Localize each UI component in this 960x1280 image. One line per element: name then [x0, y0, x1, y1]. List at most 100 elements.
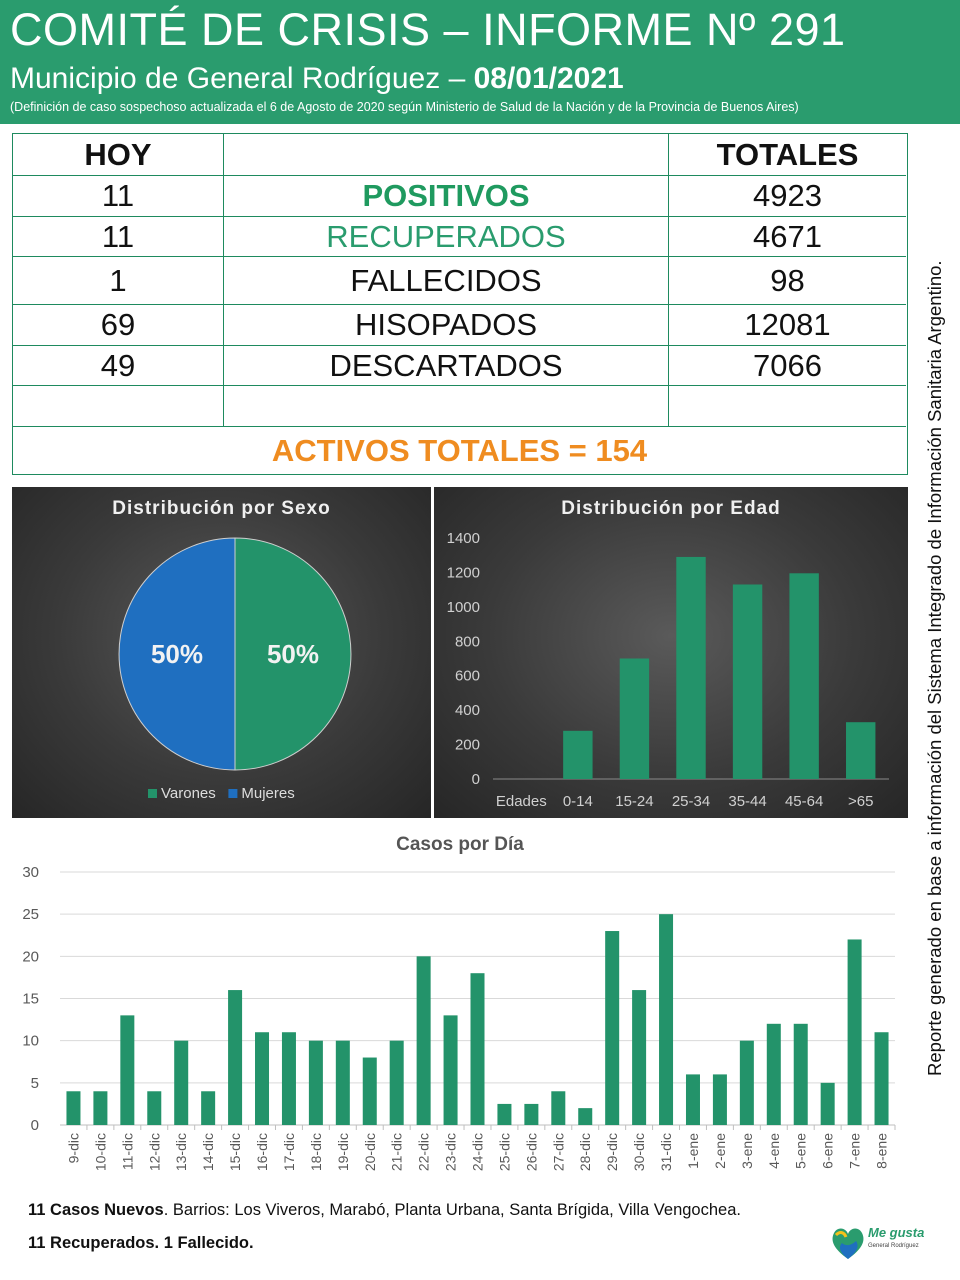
- pie-data-label: 50%: [151, 639, 203, 669]
- daily-bar: [524, 1103, 539, 1125]
- daily-bar: [874, 1032, 889, 1125]
- row-label: FALLECIDOS: [224, 257, 669, 304]
- total-value: 12081: [744, 307, 831, 342]
- x-tick-label: 9-dic: [65, 1133, 81, 1163]
- activos-totales: ACTIVOS TOTALES = 154: [271, 432, 648, 468]
- x-tick-label: 14-dic: [200, 1133, 216, 1171]
- x-tick-label: 15-24: [615, 793, 653, 810]
- daily-bar: [766, 1023, 781, 1125]
- hoy-value: 11: [13, 176, 224, 216]
- x-tick-label: 25-34: [672, 793, 710, 810]
- age-distribution-panel: Distribución por Edad 0 200 400 600 800 1000 1…: [434, 487, 908, 818]
- daily-bar: [147, 1091, 162, 1125]
- hoy-header: HOY: [13, 134, 224, 175]
- x-tick-label: 28-dic: [577, 1133, 593, 1171]
- age-chart-title: Distribución por Edad: [561, 498, 781, 519]
- sex-pie-chart: 50% 50% Varones Mujeres: [118, 537, 352, 802]
- row-label: RECUPERADOS: [224, 217, 669, 256]
- definition-note: (Definición de caso sospechoso actualiza…: [10, 100, 799, 114]
- x-tick-label: 26-dic: [523, 1133, 539, 1171]
- y-tick-label: 1000: [447, 599, 480, 616]
- hoy-value: 1: [13, 257, 224, 304]
- table-row: 69 HISOPADOS 12081: [13, 305, 906, 346]
- daily-bar: [632, 990, 647, 1125]
- pie-data-label: 50%: [267, 639, 319, 669]
- empty-cell: [13, 386, 224, 426]
- x-tick-label: 31-dic: [658, 1133, 674, 1171]
- x-tick-label: 45-64: [785, 793, 823, 810]
- daily-bar: [659, 914, 674, 1125]
- x-tick-label: 30-dic: [631, 1133, 647, 1171]
- x-tick-label: 8-ene: [874, 1133, 890, 1169]
- age-bar: [676, 556, 706, 779]
- x-tick-label: 7-ene: [847, 1133, 863, 1169]
- x-tick-label: 4-ene: [766, 1133, 782, 1169]
- daily-bar: [847, 939, 862, 1125]
- x-tick-label: 27-dic: [550, 1133, 566, 1171]
- x-tick-label: 18-dic: [308, 1133, 324, 1171]
- pie-slice-varones: [234, 537, 352, 771]
- y-tick-label: 800: [455, 633, 480, 650]
- daily-cases-chart: Casos por Día 0 5 10 15 20 25 30 9-dic 10-dic 11-d…: [22, 834, 896, 1171]
- daily-bar: [120, 1015, 135, 1125]
- y-tick-label: 400: [455, 702, 480, 719]
- hoy-value: 49: [13, 346, 224, 385]
- y-tick-label: 200: [455, 737, 480, 754]
- daily-bar: [255, 1032, 270, 1125]
- daily-bar: [820, 1082, 835, 1125]
- logo-sub: General Rodríguez: [868, 1243, 919, 1249]
- x-tick-label: 20-dic: [362, 1133, 378, 1171]
- daily-bar: [201, 1091, 216, 1125]
- daily-bar: [66, 1091, 81, 1125]
- x-tick-label: 0-14: [563, 793, 593, 810]
- sex-distribution-panel: Distribución por Sexo 50% 50% Varones Mujer…: [12, 487, 431, 818]
- recovered-deceased-summary: 11 Recuperados. 1 Fallecido.: [28, 1234, 254, 1252]
- x-tick-label: 35-44: [728, 793, 766, 810]
- daily-bar: [389, 1040, 404, 1125]
- x-tick-label: 5-ene: [793, 1133, 809, 1169]
- daily-bar: [443, 1015, 458, 1125]
- municipality-text: Municipio de General Rodríguez –: [10, 62, 474, 95]
- report-header: COMITÉ DE CRISIS – INFORME Nº 291 Munici…: [0, 0, 960, 124]
- y-tick-label: 15: [22, 991, 39, 1008]
- x-tick-label: 19-dic: [335, 1133, 351, 1171]
- age-bar-chart: 0 200 400 600 800 1000 1200 1400 Edades 0-14 15-24…: [447, 530, 889, 810]
- x-tick-label: 1-ene: [685, 1133, 701, 1169]
- hoy-value: 11: [13, 217, 224, 256]
- y-tick-label: 30: [22, 864, 39, 881]
- y-tick-label: 1400: [447, 530, 480, 547]
- y-tick-label: 600: [455, 668, 480, 685]
- legend-label-mujeres: Mujeres: [241, 785, 294, 802]
- daily-bar: [335, 1040, 350, 1125]
- x-tick-label: 24-dic: [470, 1133, 486, 1171]
- daily-bar: [416, 956, 431, 1125]
- totales-header: TOTALES: [716, 136, 859, 172]
- daily-bar: [308, 1040, 323, 1125]
- total-value: 98: [770, 262, 805, 298]
- new-cases-count: 11 Casos Nuevos: [28, 1201, 164, 1219]
- daily-bar: [793, 1023, 808, 1125]
- x-tick-label: >65: [848, 793, 873, 810]
- report-title: COMITÉ DE CRISIS – INFORME Nº 291: [10, 4, 846, 55]
- x-tick-label: 13-dic: [173, 1133, 189, 1171]
- table-header-row: HOY TOTALES: [13, 134, 906, 176]
- age-bar: [619, 658, 650, 779]
- age-bar: [789, 573, 819, 779]
- logo-brand: Me gusta: [868, 1225, 925, 1240]
- x-tick-label: Edades: [496, 793, 547, 810]
- row-label: POSITIVOS: [224, 176, 669, 216]
- x-tick-label: 16-dic: [254, 1133, 270, 1171]
- daily-bar: [578, 1108, 593, 1125]
- daily-bar: [228, 990, 243, 1125]
- daily-bar: [605, 931, 620, 1125]
- x-tick-label: 29-dic: [604, 1133, 620, 1171]
- age-bar: [732, 584, 763, 779]
- age-bar: [563, 730, 593, 779]
- x-tick-label: 3-ene: [739, 1133, 755, 1169]
- y-tick-label: 1200: [447, 564, 480, 581]
- total-value: 4671: [753, 218, 822, 254]
- report-subtitle: Municipio de General Rodríguez – 08/01/2…: [10, 62, 624, 96]
- stats-table: HOY TOTALES 11 POSITIVOS 4923 11 RECUPER…: [12, 133, 908, 475]
- table-row-empty: [13, 386, 906, 427]
- daily-bar: [174, 1040, 189, 1125]
